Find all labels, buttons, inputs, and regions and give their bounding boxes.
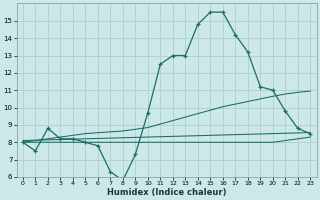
X-axis label: Humidex (Indice chaleur): Humidex (Indice chaleur) [107, 188, 226, 197]
